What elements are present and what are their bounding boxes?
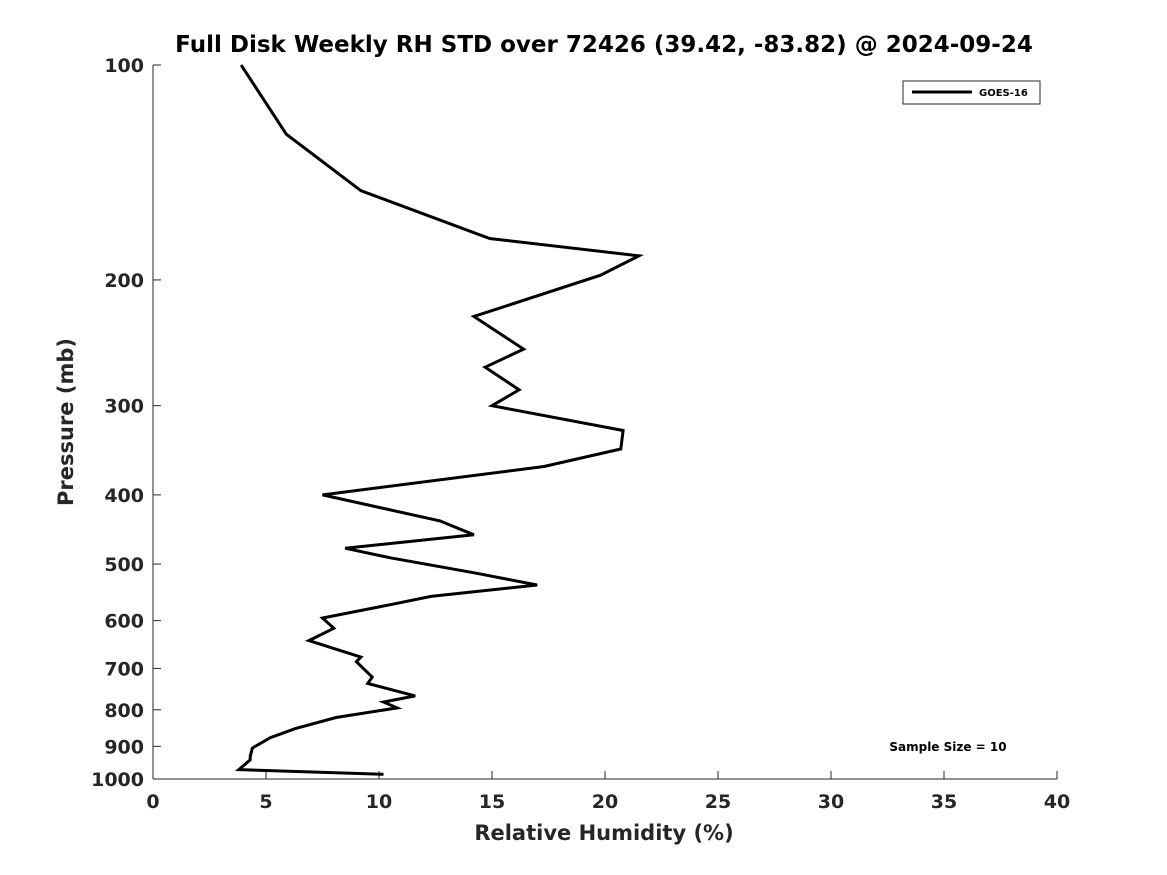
series-line-goes-16 — [235, 64, 645, 776]
plot-area — [152, 65, 1057, 780]
x-tick-label: 30 — [818, 791, 844, 813]
x-tick-label: 0 — [146, 791, 159, 813]
y-tick-label: 600 — [104, 611, 144, 633]
legend: GOES-16 — [902, 80, 1041, 105]
sample-size-annotation: Sample Size = 10 — [889, 740, 1006, 754]
x-axis-label: Relative Humidity (%) — [474, 821, 733, 845]
y-axis-label: Pressure (mb) — [54, 338, 78, 506]
x-tick-label: 10 — [366, 791, 392, 813]
x-tick-label: 20 — [592, 791, 618, 813]
x-tick-label: 40 — [1044, 791, 1070, 813]
x-tick-label: 25 — [705, 791, 731, 813]
x-tick-label: 5 — [259, 791, 272, 813]
y-tick-label: 300 — [104, 396, 144, 418]
x-tick-label: 35 — [931, 791, 957, 813]
y-tick-label: 100 — [104, 55, 144, 77]
x-axis-ticks: 0 5 10 15 20 25 30 35 40 — [146, 771, 1070, 813]
y-tick-label: 500 — [104, 554, 144, 576]
y-tick-label: 900 — [104, 736, 144, 758]
y-tick-label: 700 — [104, 658, 144, 680]
y-tick-label: 200 — [104, 270, 144, 292]
y-tick-label: 400 — [104, 485, 144, 507]
legend-label-goes-16: GOES-16 — [979, 88, 1028, 99]
x-tick-label: 15 — [479, 791, 505, 813]
chart-title: Full Disk Weekly RH STD over 72426 (39.4… — [175, 32, 1033, 58]
y-tick-label: 800 — [104, 700, 144, 722]
series-layer — [235, 64, 645, 776]
y-tick-label: 1000 — [91, 769, 144, 791]
y-axis-ticks: 100 200 300 400 500 600 700 800 900 1000 — [91, 55, 161, 791]
